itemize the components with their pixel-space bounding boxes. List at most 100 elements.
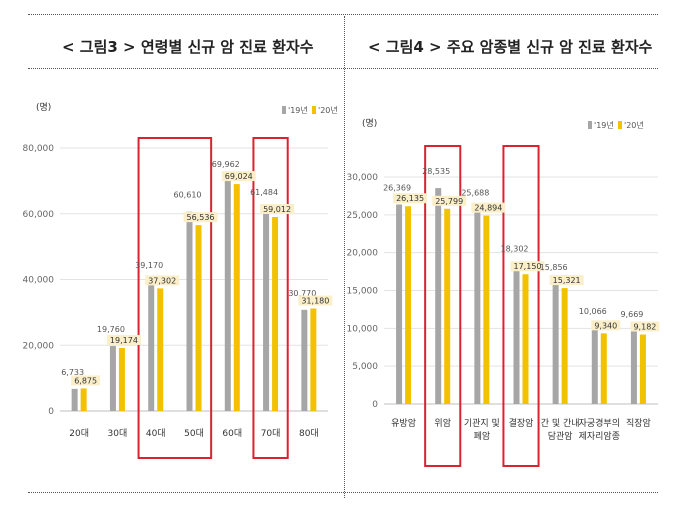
category-label: 30대 <box>108 428 128 439</box>
y-unit-label: (명) <box>362 118 377 129</box>
bar <box>109 346 116 411</box>
figure3-title: < 그림3 > 연령별 신규 암 진료 환자수 <box>62 38 314 56</box>
data-label: 10,066 <box>579 307 607 316</box>
bar <box>272 216 279 411</box>
y-tick-label: 25,000 <box>347 211 379 221</box>
bar <box>263 208 270 411</box>
legend-label: '20년 <box>624 120 644 130</box>
y-tick-label: 20,000 <box>347 249 379 259</box>
highlight-box <box>502 145 540 467</box>
category-label: 80대 <box>299 428 319 439</box>
data-label-bg <box>221 171 256 182</box>
y-tick-label: 40,000 <box>23 276 55 286</box>
data-label: 30,770 <box>288 289 316 298</box>
data-label: 15,856 <box>540 263 568 272</box>
category-label: 유방암 <box>391 417 416 429</box>
y-tick-label: 30,000 <box>347 173 379 183</box>
data-label-bg <box>298 295 333 306</box>
highlight-box <box>252 137 289 459</box>
highlight-box <box>424 145 462 467</box>
highlight-box <box>137 137 213 459</box>
data-label-bg <box>432 195 467 206</box>
top-divider <box>28 14 658 15</box>
y-tick-label: 5,000 <box>352 362 378 372</box>
legend-label: '19년 <box>594 120 614 130</box>
data-label: 25,688 <box>461 189 489 198</box>
data-label-bg <box>260 203 295 214</box>
figure4-title: < 그림4 > 주요 암종별 신규 암 진료 환자수 <box>368 38 653 56</box>
legend-swatch <box>312 106 316 114</box>
data-label: 24,894 <box>474 204 502 213</box>
data-label-bg <box>591 320 621 331</box>
category-label: 간 및 간내 <box>541 417 580 429</box>
data-label: 61,484 <box>250 188 278 197</box>
bar <box>148 282 155 411</box>
bar <box>405 206 412 404</box>
bar <box>474 209 481 404</box>
legend-swatch <box>282 106 286 114</box>
bar <box>561 288 568 404</box>
data-label-bg <box>549 275 584 286</box>
data-label: 37,302 <box>148 276 176 285</box>
bar <box>600 333 607 404</box>
data-label: 9,669 <box>620 310 643 319</box>
category-label: 자궁경부의 <box>579 417 620 429</box>
y-tick-label: 0 <box>48 407 54 417</box>
bar <box>522 274 529 404</box>
category-label: 20대 <box>69 428 89 439</box>
data-label: 60,610 <box>174 191 202 200</box>
header-divider <box>28 68 658 69</box>
y-unit-label: (명) <box>36 102 51 113</box>
data-label: 26,369 <box>383 183 411 192</box>
data-label: 9,182 <box>633 323 656 332</box>
data-label: 39,170 <box>135 261 163 270</box>
data-label: 28,535 <box>422 167 450 176</box>
bar <box>552 284 559 404</box>
y-tick-label: 10,000 <box>347 324 379 334</box>
bar <box>301 309 308 411</box>
category-label: 50대 <box>184 428 204 439</box>
data-label-bg <box>71 375 101 386</box>
bar <box>157 288 164 411</box>
y-tick-label: 80,000 <box>23 144 55 154</box>
bar <box>233 184 240 411</box>
data-label-bg <box>106 334 141 345</box>
bar <box>513 265 520 404</box>
panel-divider <box>344 16 345 498</box>
data-label: 17,150 <box>514 262 542 271</box>
bar <box>80 388 87 411</box>
data-label: 69,962 <box>212 160 240 169</box>
y-tick-label: 20,000 <box>23 341 55 351</box>
bar <box>71 388 78 411</box>
bar <box>310 308 317 411</box>
data-label: 56,536 <box>187 213 215 222</box>
legend-swatch <box>588 121 592 129</box>
data-label: 15,321 <box>553 276 581 285</box>
y-tick-label: 15,000 <box>347 287 379 297</box>
data-label: 6,875 <box>74 376 97 385</box>
bar <box>444 208 451 404</box>
legend-label: '20년 <box>318 105 338 115</box>
category-label: 제자리암종 <box>579 430 620 442</box>
data-label: 69,024 <box>225 172 253 181</box>
y-tick-label: 0 <box>372 400 378 410</box>
legend-swatch <box>618 121 622 129</box>
data-label-bg <box>145 275 180 286</box>
bar <box>630 330 637 404</box>
data-label: 19,174 <box>110 336 138 345</box>
category-label: 직장암 <box>626 417 651 429</box>
bar <box>224 180 231 411</box>
bar <box>483 215 490 404</box>
y-tick-label: 60,000 <box>23 210 55 220</box>
category-label: 70대 <box>261 428 281 439</box>
data-label-bg <box>510 261 545 272</box>
category-label: 60대 <box>222 428 242 439</box>
bar <box>435 188 442 404</box>
category-label: 위암 <box>434 417 451 429</box>
bar <box>186 211 193 411</box>
category-label: 담관암 <box>548 430 573 442</box>
bar <box>118 347 125 411</box>
bar <box>396 204 403 404</box>
category-label: 결장암 <box>509 417 534 429</box>
